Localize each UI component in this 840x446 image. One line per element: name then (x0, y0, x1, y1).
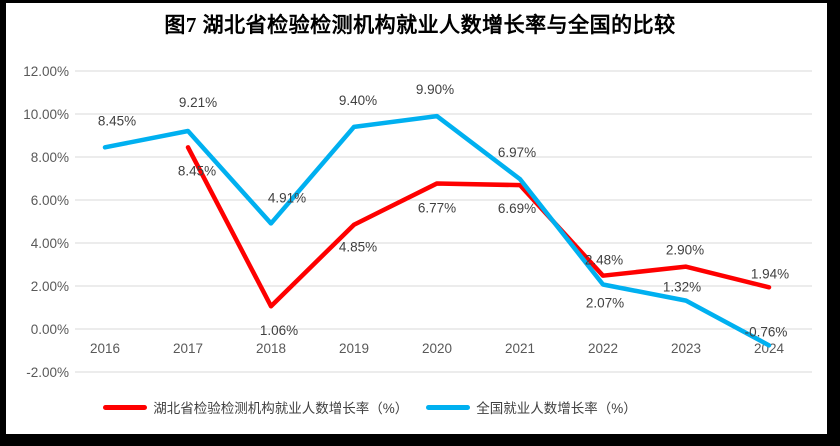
series-line-national (102, 113, 772, 348)
data-label: 1.06% (260, 323, 298, 338)
data-label: 1.32% (663, 280, 701, 295)
x-tick-label: 2023 (671, 341, 701, 356)
data-label: 9.40% (339, 93, 377, 108)
data-label: 6.97% (498, 145, 536, 160)
chart-title: 图7 湖北省检验检测机构就业人数增长率与全国的比较 (164, 13, 676, 37)
data-label: 8.45% (178, 163, 216, 178)
y-tick-label: 10.00% (23, 107, 69, 122)
data-label: 2.07% (586, 295, 624, 310)
y-tick-label: 2.00% (31, 279, 69, 294)
data-label: 1.94% (751, 266, 789, 281)
legend-item-national: 全国就业人数增长率（%） (426, 397, 637, 417)
y-tick-label: -2.00% (26, 365, 69, 380)
data-label: 9.21% (179, 95, 217, 110)
data-label: 8.45% (98, 113, 136, 128)
data-label: 4.91% (268, 190, 306, 205)
x-tick-label: 2022 (588, 341, 618, 356)
series-line-hubei (185, 145, 772, 309)
data-label: -0.76% (745, 324, 788, 339)
y-tick-label: 4.00% (31, 236, 69, 251)
data-label: 4.85% (339, 240, 377, 255)
legend-swatch-national-line (426, 404, 471, 410)
x-tick-label: 2021 (505, 341, 535, 356)
chart-canvas (6, 3, 827, 434)
data-label: 6.69% (498, 201, 536, 216)
y-tick-label: 0.00% (31, 322, 69, 337)
x-tick-label: 2019 (339, 341, 369, 356)
x-tick-label: 2016 (90, 341, 120, 356)
y-tick-label: 12.00% (23, 64, 69, 79)
legend-label-national: 全国就业人数增长率（%） (476, 401, 637, 416)
legend-item-hubei: 湖北省检验检测机构就业人数增长率（%） (103, 397, 408, 417)
x-tick-label: 2024 (754, 341, 785, 356)
x-tick-label: 2017 (173, 341, 203, 356)
x-tick-label: 2020 (422, 341, 452, 356)
x-tick-label: 2018 (256, 341, 286, 356)
data-label: 2.48% (585, 253, 623, 268)
y-tick-label: 6.00% (31, 193, 69, 208)
data-label: 2.90% (666, 243, 704, 258)
data-label: 6.77% (418, 200, 456, 215)
data-label: 9.90% (416, 82, 454, 97)
legend-label-hubei: 湖北省检验检测机构就业人数增长率（%） (153, 401, 409, 416)
y-tick-label: 8.00% (31, 150, 69, 165)
legend: 湖北省检验检测机构就业人数增长率（%） 全国就业人数增长率（%） (0, 397, 790, 417)
legend-swatch-hubei-line (103, 404, 148, 410)
